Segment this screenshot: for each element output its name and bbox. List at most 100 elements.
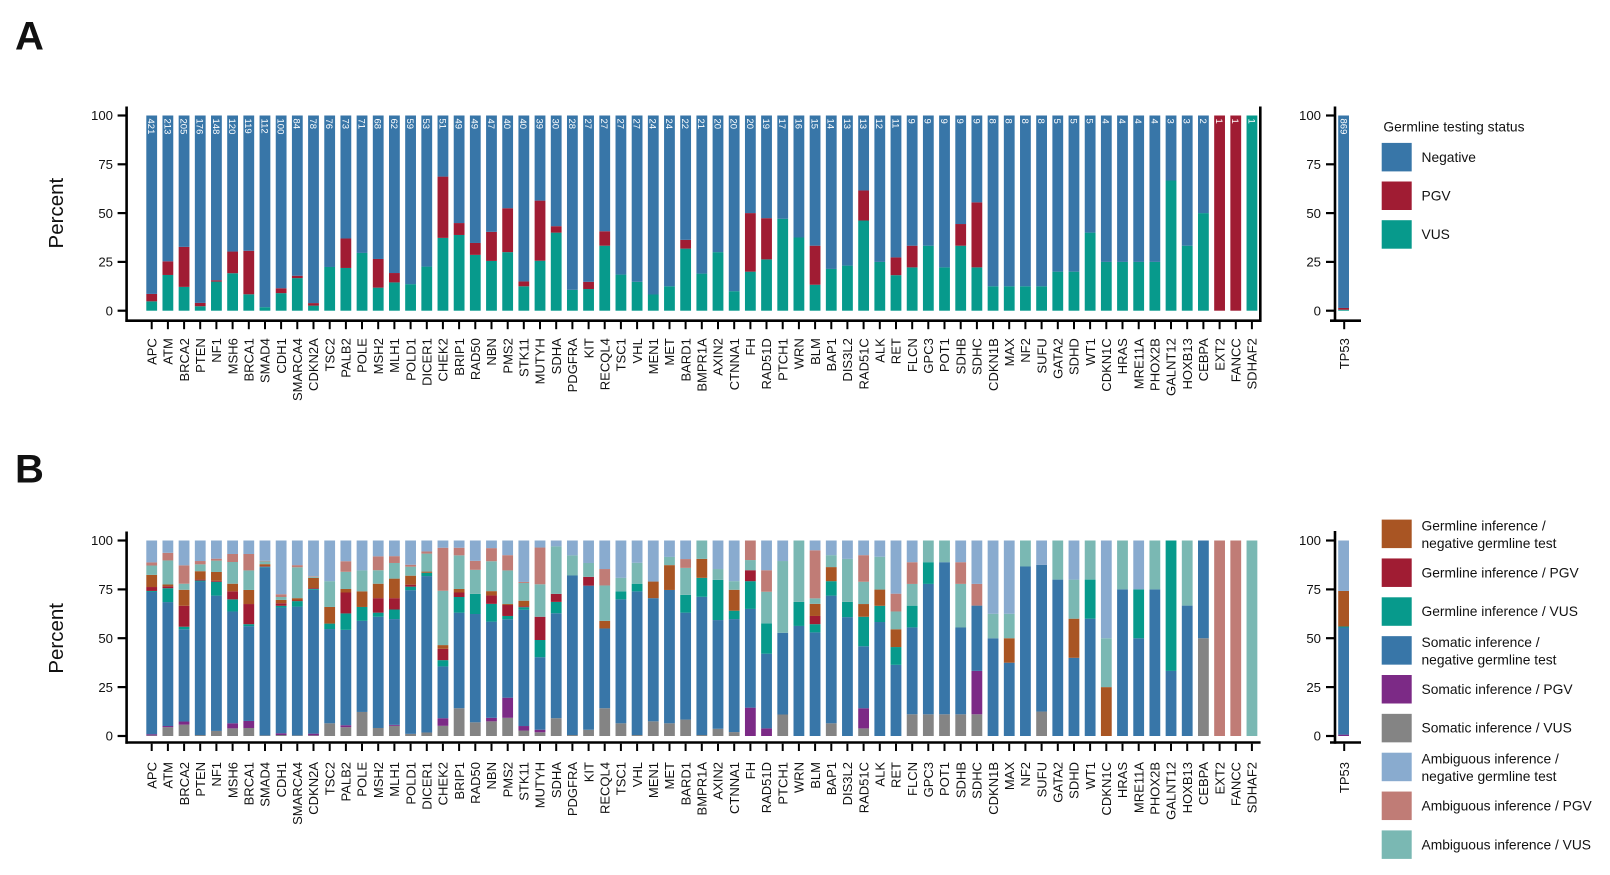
svg-text:MAX: MAX [1002,338,1017,367]
svg-text:PALB2: PALB2 [339,762,354,802]
svg-text:MSH6: MSH6 [225,762,240,798]
svg-text:100: 100 [1299,108,1321,123]
svg-text:CDH1: CDH1 [274,338,289,373]
svg-text:53: 53 [420,119,431,130]
svg-text:205: 205 [178,119,189,135]
svg-text:MSH6: MSH6 [225,338,240,374]
svg-text:PTCH1: PTCH1 [775,338,790,381]
svg-text:Somatic inference / PGV: Somatic inference / PGV [1422,682,1574,697]
svg-text:BRIP1: BRIP1 [452,338,467,376]
svg-text:1: 1 [1245,119,1256,124]
svg-text:119: 119 [242,119,253,134]
svg-text:MSH2: MSH2 [371,338,386,374]
svg-text:SDHA: SDHA [549,762,564,798]
svg-text:negative germline test: negative germline test [1422,536,1557,551]
svg-text:APC: APC [144,762,159,789]
svg-text:RAD50: RAD50 [468,762,483,804]
svg-text:STK11: STK11 [517,338,532,377]
svg-text:50: 50 [1306,631,1321,646]
svg-text:SDHC: SDHC [970,762,985,799]
svg-text:PALB2: PALB2 [339,338,354,378]
svg-text:TSC1: TSC1 [614,338,629,371]
svg-text:MEN1: MEN1 [646,762,661,798]
svg-text:RET: RET [889,762,904,788]
svg-text:RECQL4: RECQL4 [597,338,612,390]
svg-text:CEBPA: CEBPA [1196,762,1211,805]
svg-text:FH: FH [743,762,758,779]
svg-text:8: 8 [1035,119,1046,124]
svg-text:62: 62 [388,119,399,130]
svg-text:VHL: VHL [630,338,645,363]
svg-text:RAD51C: RAD51C [856,762,871,813]
svg-text:75: 75 [98,582,113,597]
svg-text:9: 9 [938,119,949,124]
svg-text:WRN: WRN [792,762,807,793]
svg-text:FLCN: FLCN [905,338,920,372]
svg-text:9: 9 [922,119,933,124]
svg-text:MLH1: MLH1 [387,338,402,373]
svg-text:WT1: WT1 [1083,762,1098,789]
svg-text:BMPR1A: BMPR1A [695,338,710,392]
svg-text:NBN: NBN [484,338,499,365]
svg-text:Percent: Percent [45,603,68,674]
svg-text:PGV: PGV [1422,188,1452,203]
svg-text:49: 49 [469,119,480,130]
svg-text:SDHAF2: SDHAF2 [1245,338,1260,389]
svg-text:25: 25 [1306,680,1321,695]
svg-text:9: 9 [954,119,965,124]
svg-text:PTEN: PTEN [193,338,208,373]
svg-text:HRAS: HRAS [1115,762,1130,798]
svg-text:4: 4 [1132,119,1143,124]
svg-text:12: 12 [873,119,884,130]
svg-text:EXT2: EXT2 [1212,338,1227,371]
svg-text:KIT: KIT [581,762,596,782]
svg-text:PTCH1: PTCH1 [775,762,790,805]
svg-text:AXIN2: AXIN2 [711,338,726,376]
svg-text:MAX: MAX [1002,762,1017,791]
svg-text:VUS: VUS [1422,227,1450,242]
svg-text:TP53: TP53 [1337,762,1352,793]
svg-text:30: 30 [550,119,561,130]
svg-text:SDHA: SDHA [549,338,564,374]
svg-text:BRCA1: BRCA1 [242,762,257,805]
svg-text:AXIN2: AXIN2 [711,762,726,800]
svg-text:DICER1: DICER1 [420,338,435,386]
svg-text:PMS2: PMS2 [500,338,515,373]
svg-text:25: 25 [98,680,113,695]
svg-text:TSC2: TSC2 [322,338,337,371]
svg-text:RECQL4: RECQL4 [597,762,612,814]
svg-text:40: 40 [517,119,528,130]
svg-text:BMPR1A: BMPR1A [695,762,710,816]
svg-text:POLE: POLE [355,338,370,373]
svg-text:BARD1: BARD1 [678,338,693,381]
svg-text:PTEN: PTEN [193,762,208,797]
svg-text:75: 75 [98,157,113,172]
svg-text:SDHB: SDHB [953,762,968,798]
svg-text:16: 16 [792,119,803,130]
svg-text:SDHC: SDHC [970,338,985,375]
svg-text:BAP1: BAP1 [824,762,839,795]
svg-text:PDGFRA: PDGFRA [565,338,580,393]
svg-text:BARD1: BARD1 [678,762,693,805]
svg-text:50: 50 [98,206,113,221]
svg-text:27: 27 [598,119,609,130]
svg-text:49: 49 [453,119,464,130]
svg-text:SUFU: SUFU [1034,762,1049,797]
svg-text:421: 421 [145,119,156,135]
svg-text:13: 13 [841,119,852,130]
svg-text:ATM: ATM [161,762,176,788]
svg-text:MRE11A: MRE11A [1131,338,1146,389]
svg-text:POLD1: POLD1 [403,762,418,805]
svg-text:8: 8 [1019,119,1030,124]
svg-text:51: 51 [436,119,447,130]
svg-text:25: 25 [98,255,113,270]
svg-text:MRE11A: MRE11A [1131,762,1146,813]
svg-text:0: 0 [1314,729,1321,744]
svg-text:13: 13 [857,119,868,130]
svg-text:5: 5 [1084,119,1095,124]
svg-text:PMS2: PMS2 [500,762,515,797]
svg-text:4: 4 [1100,119,1111,124]
svg-text:TP53: TP53 [1337,338,1352,369]
svg-text:BRCA2: BRCA2 [177,762,192,805]
svg-text:120: 120 [226,119,237,135]
